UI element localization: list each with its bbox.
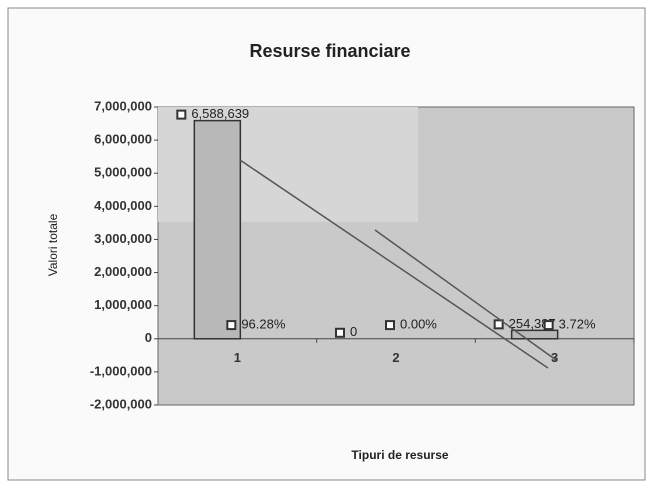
y-tick-label: -1,000,000 xyxy=(90,363,152,378)
y-tick-label: 2,000,000 xyxy=(94,264,152,279)
percentage-marker xyxy=(385,320,395,331)
y-tick-label: -2,000,000 xyxy=(90,396,152,411)
y-tick-label: 0 xyxy=(145,330,152,345)
y-tick-label: 3,000,000 xyxy=(94,231,152,246)
bar xyxy=(510,329,559,340)
x-tick-label: 2 xyxy=(392,350,399,365)
value-label: 6,588,639 xyxy=(191,106,249,121)
trend-line xyxy=(239,159,549,369)
percentage-label: 0.00% xyxy=(400,317,437,332)
y-axis-label: Valori totale xyxy=(46,213,60,276)
value-label-marker xyxy=(335,327,345,338)
percentage-label: 96.28% xyxy=(241,317,286,332)
percentage-marker xyxy=(226,320,237,331)
plot: -2,000,000 -1,000,000 0 1,000,000 2,000,000 3… xyxy=(90,98,635,411)
x-tick-label: 3 xyxy=(551,350,558,365)
y-tick-label: 7,000,000 xyxy=(94,98,152,113)
chart-title: Resurse financiare xyxy=(249,41,410,61)
percentage-marker xyxy=(543,320,554,331)
percentage-label: 3.72% xyxy=(559,317,596,332)
value-label-marker xyxy=(493,319,504,330)
trend-line xyxy=(374,229,557,361)
value-label: 0 xyxy=(350,324,357,339)
y-tick-label: 5,000,000 xyxy=(94,165,152,180)
y-tick-label: 1,000,000 xyxy=(94,297,152,312)
y-tick-label: 6,000,000 xyxy=(94,132,152,147)
value-label-marker xyxy=(176,109,187,120)
y-tick-label: 4,000,000 xyxy=(94,198,152,213)
x-tick-label: 1 xyxy=(234,350,241,365)
bar xyxy=(193,119,242,340)
x-axis-label: Tipuri de resurse xyxy=(351,448,448,462)
